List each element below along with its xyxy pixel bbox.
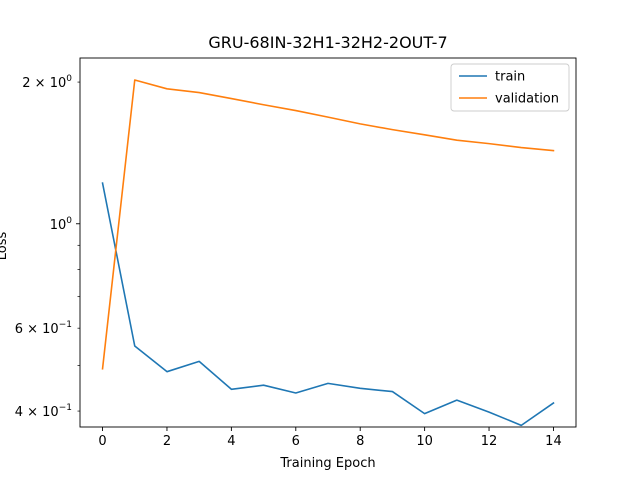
x-axis-label: Training Epoch bbox=[279, 456, 375, 471]
x-tick-label: 8 bbox=[356, 434, 364, 449]
x-tick-label: 10 bbox=[416, 434, 433, 449]
x-tick-label: 6 bbox=[292, 434, 300, 449]
y-tick-label: 2 × 100 bbox=[22, 74, 72, 91]
legend-label-train: train bbox=[495, 70, 525, 85]
y-axis-label: Loss bbox=[0, 232, 10, 261]
chart-title: GRU-68IN-32H1-32H2-2OUT-7 bbox=[208, 33, 447, 52]
x-tick-label: 0 bbox=[98, 434, 106, 449]
x-tick-label: 12 bbox=[481, 434, 498, 449]
legend: train validation bbox=[451, 64, 569, 111]
x-tick-label: 2 bbox=[163, 434, 171, 449]
x-tick-label: 14 bbox=[545, 434, 562, 449]
legend-label-validation: validation bbox=[495, 92, 559, 107]
x-tick-label: 4 bbox=[227, 434, 235, 449]
